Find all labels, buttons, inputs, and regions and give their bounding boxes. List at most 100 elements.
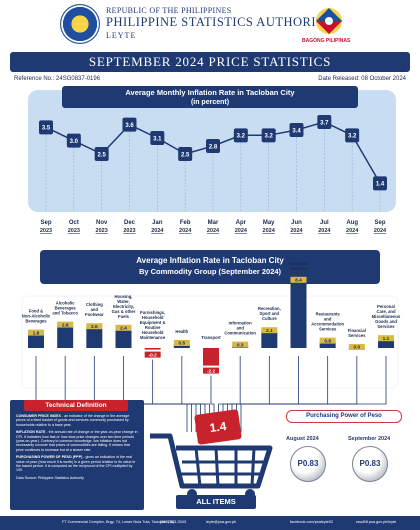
data-label: 3.2 (348, 134, 357, 140)
page-title: SEPTEMBER 2024 PRICE STATISTICS (10, 52, 410, 72)
commodity-bar (144, 348, 161, 350)
footer-website[interactable]: rssoB8.psa.gov.ph/leyte (356, 520, 397, 524)
data-point (233, 128, 248, 143)
month-tick-label: Sep (374, 220, 385, 226)
year-tick-label: 2024 (207, 228, 220, 234)
data-label: 3.5 (42, 126, 51, 132)
year-tick-label: 2024 (235, 228, 248, 234)
month-tick-label: Feb (180, 220, 191, 226)
line-chart-title-bg (62, 86, 358, 108)
commodity-bar (319, 341, 336, 348)
line-chart-title: Average Monthly Inflation Rate in Taclob… (125, 88, 295, 97)
month-tick-label: Jun (291, 220, 302, 226)
bar-value-label: 0.8 (324, 338, 331, 344)
category-label: Education Services (288, 261, 309, 271)
commodity-bar (203, 348, 219, 366)
footer: FT Commercial Complex, Brgy. 74, Lower N… (0, 516, 420, 530)
data-point (178, 147, 193, 161)
data-source: Data Source: Philippine Statistics Autho… (16, 475, 84, 480)
bar-value-label: 1.8 (33, 330, 40, 336)
psa-seal-icon (60, 4, 100, 44)
year-tick-label: 2024 (290, 228, 303, 234)
inflation-term: INFLATION RATE (16, 430, 46, 435)
year-tick-label: 2023 (68, 228, 80, 234)
bar-value-badge (232, 341, 249, 348)
data-label: 3.4 (292, 128, 301, 134)
month-tick-label: Jul (320, 220, 329, 226)
data-point (150, 131, 165, 145)
bar-value-badge (378, 335, 394, 342)
bar-value-badge (290, 276, 307, 283)
bar-value-badge (173, 340, 190, 346)
month-tick-label: May (263, 220, 275, 226)
cpi-definition: - an indicator of the change in the aver… (16, 414, 130, 427)
data-point (317, 115, 332, 129)
category-label: Recreation, Sport and Culture (258, 306, 281, 321)
ppp-title: Purchasing Power of Peso (286, 410, 402, 423)
ppp-definition: - gives an indication of the real value … (16, 455, 136, 473)
data-label: 3.0 (70, 139, 79, 145)
bar-value-label: 2.1 (266, 328, 273, 334)
line-chart-subtitle: (in percent) (191, 99, 229, 106)
data-label: 2.8 (209, 144, 218, 150)
month-tick-label: Jan (152, 220, 163, 226)
agency-name: PHILIPPINE STATISTICS AUTHORITY (106, 15, 334, 29)
data-label: 3.1 (153, 136, 162, 142)
data-label: 2.5 (181, 152, 190, 158)
year-tick-label: 2023 (123, 228, 135, 234)
ppp-coin-september: P0.83 (352, 446, 388, 482)
category-label: Food & Non-Alcoholic Beverages (22, 309, 51, 324)
connector-line (240, 396, 387, 432)
footer-address: FT Commercial Complex, Brgy. 74, Lower N… (62, 520, 175, 524)
bar-value-badge (261, 327, 278, 334)
bar-value-label: 2.6 (91, 324, 98, 330)
data-point (66, 133, 81, 148)
footer-email[interactable]: leyte@psa.gov.ph (206, 520, 237, 524)
bar-value-label: 8.4 (295, 278, 302, 284)
category-label: Transport (201, 335, 221, 340)
bar-value-badge (115, 324, 132, 331)
year-tick-label: 2023 (96, 228, 108, 234)
data-point (122, 117, 137, 132)
data-label: 1.4 (376, 182, 385, 188)
category-label: Health (175, 329, 188, 334)
bar-value-badge (348, 344, 365, 350)
category-label: Restaurants and Accommodation Services (311, 312, 344, 332)
category-label: Financial Services (348, 328, 366, 338)
data-point (261, 128, 276, 143)
bar-chart-title: Average Inflation Rate in Tacloban City (136, 256, 284, 265)
category-label: Clothing and Footwear (85, 302, 104, 317)
header: REPUBLIC OF THE PHILIPPINES PHILIPPINE S… (0, 0, 420, 50)
month-tick-label: Nov (96, 220, 108, 226)
data-point (206, 139, 220, 153)
commodity-bar (290, 280, 307, 348)
bar-value-label: -2.2 (207, 368, 216, 374)
bar-value-label: 0.0 (353, 345, 360, 351)
province-label: LEYTE (106, 31, 137, 40)
footer-phone: (053) 523-3343 (160, 520, 186, 524)
release-date: Date Released: 08 October 2024 (318, 76, 406, 82)
bar-value-badge (203, 367, 219, 374)
monthly-inflation-chart: Average Monthly Inflation Rate in Taclob… (10, 84, 410, 236)
year-tick-label: 2024 (374, 228, 387, 234)
all-items-value: 1.4 (194, 409, 242, 445)
bar-chart-subtitle: By Commodity Group (September 2024) (139, 267, 282, 276)
data-point (39, 120, 53, 135)
technical-definition-title: Technical Definition (24, 400, 128, 411)
bar-value-badge (28, 329, 44, 336)
commodity-bar (378, 339, 394, 348)
category-label: Personal Care, and Miscellaneous Goods and S… (372, 304, 401, 329)
commodity-bar (57, 325, 74, 348)
footer-facebook[interactable]: facebook.com/psaleyte02 (290, 520, 334, 524)
category-label: Furnishings, Household Equipment & Routine H… (140, 310, 166, 340)
bar-value-badge (144, 351, 161, 358)
category-label: Alcoholic Beverages and Tobacco (52, 301, 78, 316)
technical-definition-panel: CONSUMER PRICE INDEX - an indicator of t… (10, 400, 144, 510)
bar-value-label: -0.2 (149, 352, 158, 358)
commodity-inflation-chart: Average Inflation Rate in Tacloban City … (21, 250, 401, 499)
commodity-bar (86, 327, 103, 348)
shopping-cart-icon (150, 433, 273, 499)
bagong-pilipinas-logo-icon (316, 8, 342, 34)
commodity-bar (115, 328, 132, 348)
bar-value-label: 1.1 (383, 336, 390, 342)
